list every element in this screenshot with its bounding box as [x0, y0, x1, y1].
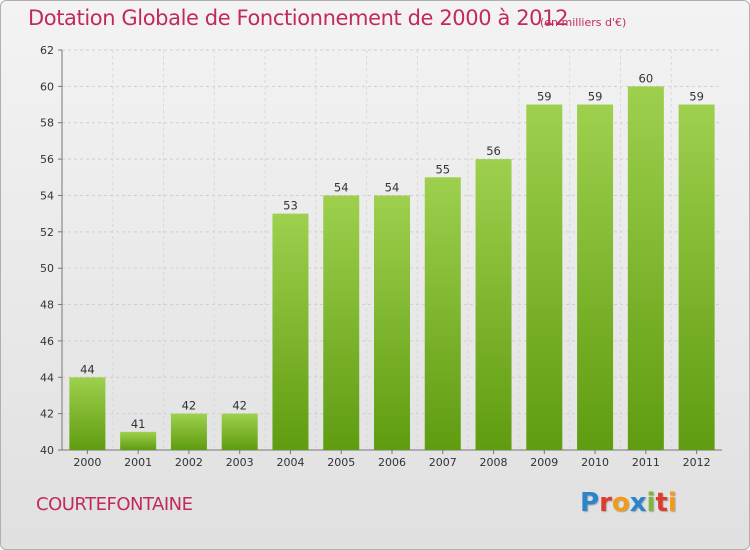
- x-tick-label-2008: 2008: [480, 456, 508, 469]
- bar-2004: [272, 213, 309, 450]
- y-tick-label: 54: [40, 189, 54, 202]
- x-tick-label-2010: 2010: [581, 456, 609, 469]
- y-tick-label: 58: [40, 117, 54, 130]
- bar-2010: [577, 104, 614, 450]
- bar-2009: [526, 104, 563, 450]
- data-label-2005: 54: [334, 180, 349, 194]
- y-tick-label: 52: [40, 226, 54, 239]
- bar-2000: [69, 377, 106, 450]
- bar-2012: [678, 104, 715, 450]
- y-tick-label: 40: [40, 444, 54, 457]
- bar-2006: [374, 195, 410, 450]
- x-tick-label-2001: 2001: [124, 456, 152, 469]
- commune-name: COURTEFONTAINE: [36, 494, 193, 515]
- x-tick-label-2005: 2005: [327, 456, 355, 469]
- logo-letter: P: [580, 488, 600, 518]
- bar-2003: [221, 413, 258, 450]
- logo-letter: i: [646, 488, 656, 518]
- x-tick-label-2009: 2009: [530, 456, 558, 469]
- bar-2002: [170, 413, 207, 450]
- data-labels: 44 41 42 42 53 54 54 55 56 59 59 60 59: [80, 71, 704, 430]
- logo-letter: x: [629, 488, 647, 518]
- y-tick-label: 44: [40, 371, 54, 384]
- data-label-2000: 44: [80, 362, 95, 376]
- logo-letter: t: [655, 488, 668, 518]
- x-tick-label-2007: 2007: [429, 456, 457, 469]
- data-label-2010: 59: [588, 90, 603, 104]
- data-label-2008: 56: [486, 144, 501, 158]
- bars: [69, 86, 715, 451]
- data-label-2003: 42: [232, 399, 247, 413]
- data-label-2002: 42: [182, 399, 197, 413]
- data-label-2012: 59: [689, 90, 704, 104]
- x-tick-label-2003: 2003: [226, 456, 254, 469]
- y-tick-label: 62: [40, 44, 54, 57]
- y-tick-label: 48: [40, 299, 54, 312]
- x-tick-label-2000: 2000: [73, 456, 101, 469]
- unit-label: (en milliers d'€): [540, 16, 627, 29]
- bar-2011: [627, 86, 664, 450]
- data-label-2007: 55: [435, 162, 450, 176]
- x-tick-label-2002: 2002: [175, 456, 203, 469]
- data-label-2001: 41: [131, 417, 146, 431]
- data-label-2009: 59: [537, 90, 552, 104]
- x-tick-label-2012: 2012: [683, 456, 711, 469]
- chart-title: Dotation Globale de Fonctionnement de 20…: [28, 6, 569, 30]
- logo-letter: r: [599, 488, 612, 518]
- data-label-2004: 53: [283, 199, 298, 213]
- bar-2008: [475, 159, 512, 450]
- logo-letter: i: [667, 488, 677, 518]
- bar-2001: [120, 431, 157, 450]
- logo-letter: o: [611, 488, 630, 518]
- y-tick-label: 42: [40, 408, 54, 421]
- x-tick-label-2011: 2011: [632, 456, 660, 469]
- data-label-2011: 60: [639, 71, 654, 85]
- bar-2007: [424, 177, 461, 451]
- data-label-2006: 54: [385, 180, 400, 194]
- x-tick-label-2006: 2006: [378, 456, 406, 469]
- y-tick-label: 46: [40, 335, 54, 348]
- x-tick-label-2004: 2004: [276, 456, 304, 469]
- y-tick-label: 50: [40, 262, 54, 275]
- y-tick-label: 56: [40, 153, 54, 166]
- x-tick-labels: 2000 2001 2002 2003 2004 2005 2006 2007 2008 2009…: [73, 456, 710, 469]
- y-tick-label: 60: [40, 80, 54, 93]
- bar-2005: [323, 195, 360, 450]
- y-tick-labels: 40 42 44 46 48 50 52 54 56 58 60 62: [40, 44, 54, 457]
- proxiti-logo: Proxiti: [580, 488, 677, 518]
